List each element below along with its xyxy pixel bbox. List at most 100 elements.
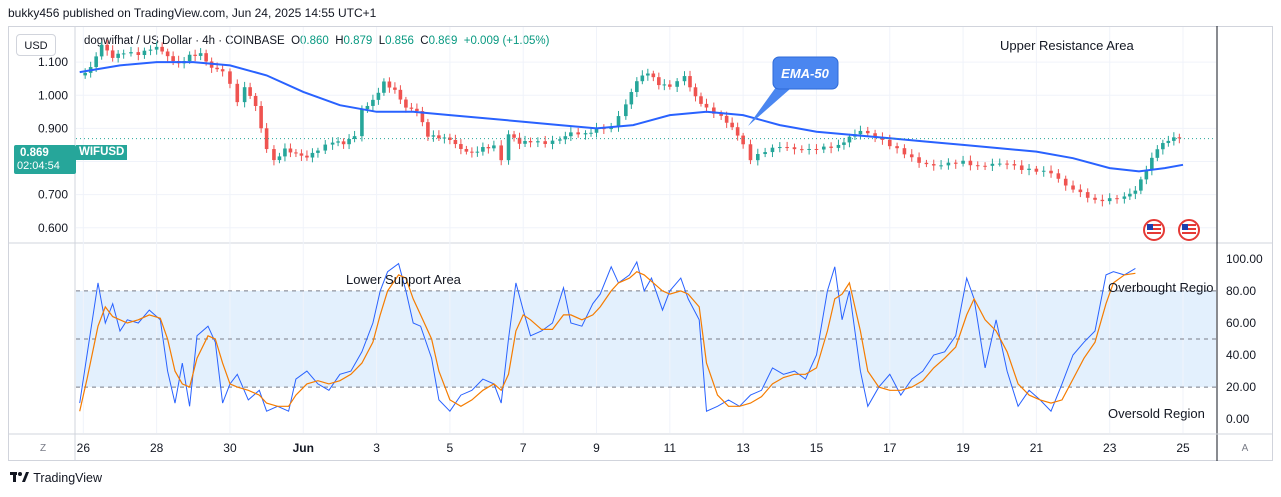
candle-body [662, 84, 667, 86]
candle-body [393, 87, 397, 90]
candle-body [204, 53, 208, 62]
candle-body [569, 132, 573, 137]
candle-body [990, 163, 995, 166]
candle-body [94, 56, 98, 68]
candle-body [235, 83, 240, 103]
us-flag-icon[interactable] [1178, 219, 1200, 241]
candle-body [121, 53, 126, 55]
time-tick-label: 11 [664, 441, 677, 455]
high-value: 0.879 [343, 35, 373, 47]
candle-body [668, 84, 672, 87]
candle-body [616, 116, 621, 127]
candle-body [629, 92, 634, 105]
candle-body [968, 160, 973, 166]
candle-body [902, 148, 907, 155]
candle-body [360, 109, 364, 137]
candle-body [756, 154, 760, 161]
time-tick-label: Jun [293, 441, 314, 455]
candle-body [719, 113, 723, 116]
candle-body [198, 53, 203, 56]
candle-body [486, 147, 491, 149]
candle-body [1078, 189, 1083, 193]
candle-body [997, 163, 1002, 165]
candle-body [415, 108, 419, 112]
candle-body [464, 148, 469, 152]
grid [76, 27, 1216, 433]
candle-body [651, 73, 656, 78]
price-tick-label: 0.900 [38, 121, 68, 135]
candle-body [154, 46, 159, 50]
stoch-d-line [79, 270, 1136, 412]
candle-body [165, 51, 170, 57]
candle-body [129, 52, 133, 54]
candle-body [376, 92, 381, 100]
candle-body [220, 69, 225, 72]
auto-scale-button[interactable]: A [1241, 443, 1249, 454]
candle-body [576, 132, 580, 135]
candle-body [323, 144, 328, 151]
candle-body [506, 134, 511, 161]
candle-body [1161, 143, 1165, 150]
candle-body [1034, 168, 1039, 172]
candle-body [657, 77, 661, 86]
currency-button[interactable]: USD [16, 34, 56, 56]
price-tick-label: 0.700 [38, 188, 68, 202]
overbought-label[interactable]: Overbought Regio [1108, 280, 1214, 295]
ema50-line [79, 61, 1184, 173]
price-tick-label: 1.100 [38, 55, 68, 69]
candle-body [99, 44, 104, 57]
candle-body [253, 95, 258, 106]
time-tick-label: 15 [810, 441, 824, 455]
candle-body [316, 150, 320, 153]
candle-body [382, 81, 386, 93]
open-value: 0.860 [300, 35, 329, 47]
candle-body [187, 54, 192, 62]
upper-resistance-label[interactable]: Upper Resistance Area [1000, 38, 1134, 53]
candle-body [550, 140, 555, 144]
open-label: O [291, 35, 301, 47]
bar-countdown: 02:04:54 [17, 160, 60, 172]
candle-body [409, 107, 414, 109]
candle-body [975, 165, 980, 167]
candle-body [1155, 149, 1160, 158]
candle-body [148, 49, 153, 51]
symbol-name[interactable]: dogwifhat / US Dollar · 4h · COINBASE [84, 35, 285, 47]
candle-body [193, 54, 197, 56]
candle-body [437, 135, 441, 139]
candle-body [116, 53, 120, 58]
candle-body [917, 157, 921, 163]
zoom-toggle-button[interactable]: Z [39, 443, 47, 454]
candle-body [294, 152, 298, 154]
candle-body [1128, 193, 1132, 197]
tradingview-logo-icon [10, 472, 29, 482]
candle-body [305, 155, 309, 158]
candle-body [426, 122, 430, 137]
candle-body [1049, 170, 1053, 174]
candle-body [264, 128, 269, 150]
candle-body [1139, 179, 1143, 191]
candle-body [110, 50, 115, 58]
candle-body [459, 144, 463, 149]
candle-body [1115, 198, 1119, 200]
candle-body [807, 148, 811, 150]
candle-body [741, 135, 745, 145]
time-tick-label: 21 [1030, 441, 1044, 455]
candle-body [142, 50, 147, 55]
candle-body [277, 156, 282, 161]
us-flag-icon[interactable] [1143, 219, 1165, 241]
candle-body [248, 87, 252, 96]
stoch-tick-label: 20.00 [1226, 380, 1256, 394]
oversold-label[interactable]: Oversold Region [1108, 406, 1205, 421]
candle-body [724, 115, 729, 123]
change-value: +0.009 (+1.05%) [463, 35, 550, 47]
candle-body [492, 145, 496, 149]
candle-body [946, 162, 951, 166]
candle-body [288, 148, 293, 153]
lower-support-label[interactable]: Lower Support Area [346, 272, 461, 287]
candle-body [730, 122, 734, 128]
stoch-tick-label: 40.00 [1226, 348, 1256, 362]
candle-body [704, 103, 709, 108]
candle-body [836, 144, 841, 148]
candle-body [528, 141, 533, 143]
